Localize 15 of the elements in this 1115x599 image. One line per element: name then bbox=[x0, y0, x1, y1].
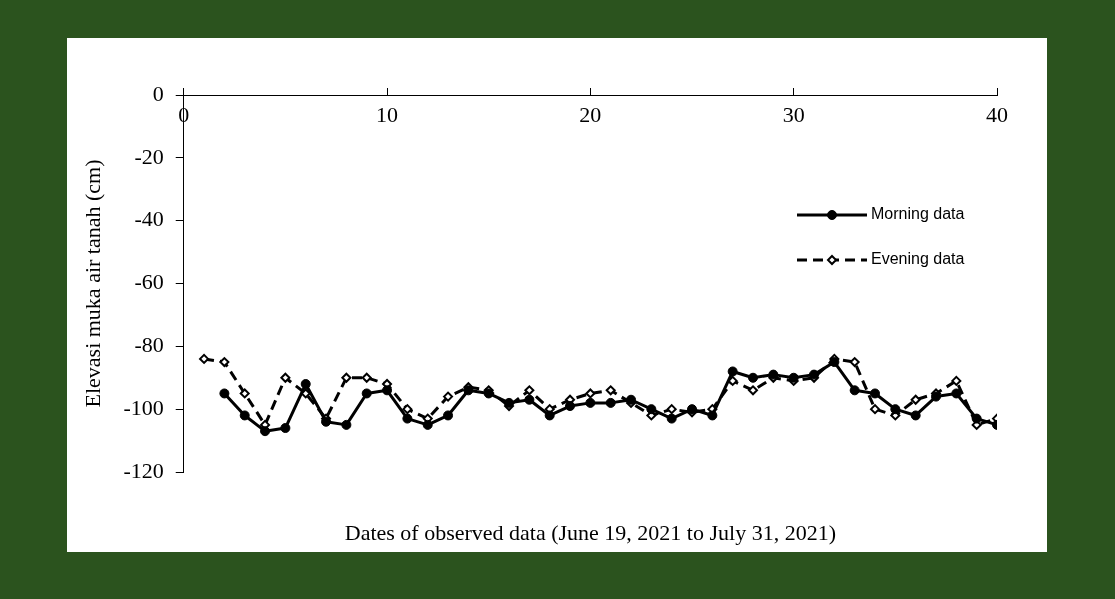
y-tick-label: -80 bbox=[134, 332, 164, 358]
y-tick-label: -100 bbox=[123, 394, 164, 420]
x-tick-label: 40 bbox=[986, 101, 1008, 127]
y-tick-label: -60 bbox=[134, 269, 164, 295]
x-axis-title: Dates of observed data (June 19, 2021 to July 31, 2021) bbox=[344, 519, 836, 545]
y-tick-label: -120 bbox=[123, 457, 164, 483]
y-tick-label: -20 bbox=[134, 143, 164, 169]
y-tick-label: 0 bbox=[152, 80, 164, 106]
y-axis-title: Elevasi muka air tanah (cm) bbox=[79, 159, 105, 408]
x-tick-label: 20 bbox=[579, 101, 602, 127]
x-tick-label: 10 bbox=[376, 101, 399, 127]
y-tick-label: -40 bbox=[134, 206, 164, 232]
x-tick-label: 30 bbox=[782, 101, 805, 127]
legend-label: Evening data bbox=[871, 250, 965, 268]
legend-label: Morning data bbox=[871, 205, 965, 223]
